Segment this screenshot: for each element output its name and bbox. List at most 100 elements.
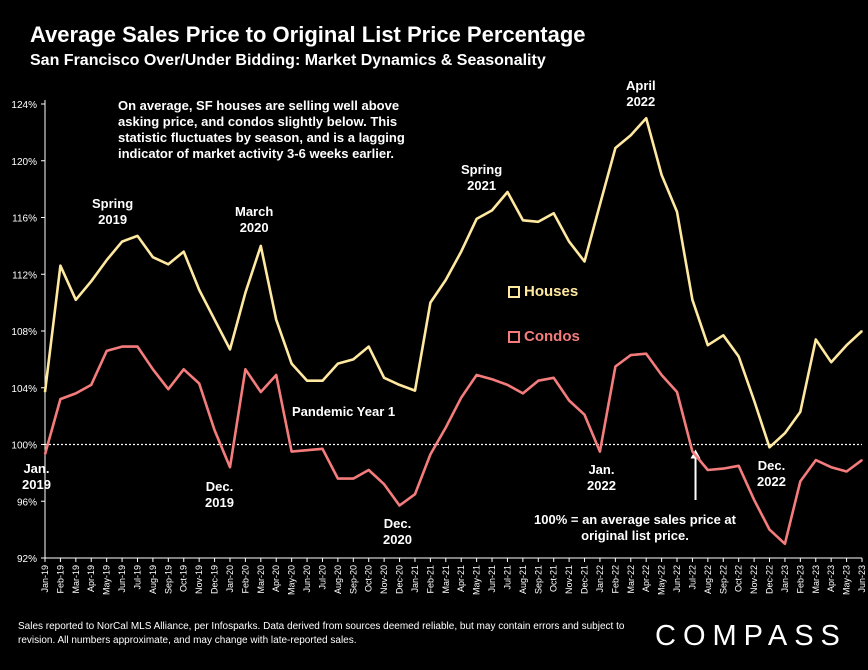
x-tick-label: Jun-19 [117, 565, 127, 593]
series-line-condos [43, 345, 863, 546]
x-tick-label: Jan-19 [40, 565, 50, 593]
data-point-condos [599, 450, 601, 453]
data-point-houses [737, 355, 740, 358]
y-tick-label: 96% [17, 497, 37, 508]
data-point-houses [429, 301, 432, 304]
x-tick-label: Mar-22 [626, 565, 636, 594]
x-tick-label: Mar-19 [71, 565, 81, 594]
data-point-condos [583, 413, 586, 416]
data-point-houses [475, 218, 478, 220]
annotation-spring-2021: Spring 2021 [461, 162, 503, 193]
x-tick-label: Jul-22 [687, 565, 697, 590]
x-tick-label: Aug-21 [518, 565, 528, 594]
data-point-condos [660, 374, 663, 376]
data-point-condos [105, 350, 108, 352]
data-point-condos [522, 392, 524, 395]
annotation-dec-2019: Dec. 2019 [205, 479, 234, 510]
data-point-condos [861, 459, 863, 461]
data-point-condos [337, 477, 339, 480]
line-chart: 92% 96% 100% 104% 108% 112% 116% 120% 124% Jan-1… [11, 100, 867, 595]
data-point-condos [306, 449, 308, 451]
data-point-houses [213, 318, 216, 321]
data-point-houses [59, 264, 62, 267]
data-point-condos [383, 483, 385, 486]
data-point-condos [444, 426, 447, 429]
data-point-houses [275, 318, 278, 321]
y-tick-label: 92% [17, 554, 37, 565]
x-tick-label: Oct-20 [364, 565, 374, 592]
data-point-condos [321, 447, 324, 450]
data-point-houses [152, 256, 154, 259]
data-point-condos [676, 391, 678, 393]
data-point-condos [213, 429, 216, 432]
data-point-houses [799, 411, 802, 413]
x-tick-label: Apr-20 [271, 565, 281, 592]
x-tick-label: Dec-21 [580, 565, 590, 594]
x-tick-label: Dec-19 [210, 565, 220, 594]
x-tick-label: Oct-22 [734, 565, 744, 592]
legend-condos: Condos [508, 328, 580, 345]
data-point-houses [599, 203, 601, 206]
data-point-houses [306, 379, 308, 382]
data-point-houses [337, 362, 339, 365]
data-point-condos [167, 388, 170, 390]
data-point-condos [460, 396, 463, 399]
data-point-houses [614, 147, 617, 149]
data-point-houses [537, 220, 540, 223]
x-tick-label: Jun-22 [672, 565, 682, 593]
x-tick-label: Feb-19 [55, 565, 65, 594]
data-point-houses [383, 377, 385, 379]
x-tick-label: Dec-20 [395, 565, 405, 594]
annotation-spring-2019: Spring 2019 [92, 196, 134, 227]
y-tick-label: 100% [11, 441, 37, 452]
footnote: Sales reported to NorCal MLS Alliance, p… [18, 621, 625, 646]
data-point-houses [522, 219, 524, 222]
data-point-condos [799, 480, 802, 483]
data-point-houses [414, 389, 416, 392]
x-tick-label: Jul-20 [317, 565, 327, 590]
x-tick-label: Sep-20 [348, 565, 358, 594]
x-tick-label: Jan-23 [780, 565, 790, 593]
y-tick-label: 124% [11, 100, 37, 111]
x-tick-label: Aug-22 [703, 565, 713, 594]
x-tick-label: Jan-22 [595, 565, 605, 593]
compass-logo: COMPASS [655, 620, 847, 652]
data-point-condos [707, 469, 709, 471]
data-point-houses [105, 259, 108, 261]
x-tick-label: Aug-20 [333, 565, 343, 594]
x-tick-label: Oct-19 [179, 565, 189, 592]
data-point-houses [260, 245, 262, 247]
x-tick-label: Aug-19 [148, 565, 158, 594]
x-tick-label: Mar-20 [256, 565, 266, 594]
data-point-houses [707, 344, 709, 346]
data-point-condos [830, 466, 832, 469]
data-point-condos [352, 477, 355, 480]
data-point-houses [136, 235, 139, 237]
data-point-houses [506, 191, 509, 193]
x-tick-label: Feb-23 [795, 565, 805, 594]
data-point-houses [814, 338, 817, 341]
reference-note: 100% = an average sales price at origina… [534, 512, 736, 543]
data-point-condos [367, 469, 370, 471]
chart-note: On average, SF houses are selling well a… [118, 98, 405, 161]
x-tick-label: May-23 [842, 565, 852, 595]
data-point-houses [121, 240, 123, 243]
x-tick-label: Sep-19 [163, 565, 173, 594]
x-tick-label: Jun-21 [487, 565, 497, 593]
x-tick-label: Jun-20 [302, 565, 312, 593]
chart-subtitle: San Francisco Over/Under Bidding: Market… [30, 52, 546, 69]
data-point-houses [784, 432, 786, 434]
x-tick-label: Apr-22 [641, 565, 651, 592]
data-point-houses [229, 348, 231, 351]
data-point-condos [59, 398, 62, 400]
data-point-condos [629, 354, 632, 356]
annotation-april-2022: April 2022 [626, 78, 656, 109]
data-point-condos [475, 374, 478, 376]
legend-houses-label: Houses [524, 283, 579, 300]
x-tick-label: May-19 [102, 565, 112, 595]
annotation-pandemic: Pandemic Year 1 [292, 404, 396, 419]
data-point-condos [182, 368, 185, 371]
x-tick-label: Feb-21 [425, 565, 435, 594]
data-point-houses [352, 358, 355, 361]
x-tick-label: Nov-20 [379, 565, 389, 594]
